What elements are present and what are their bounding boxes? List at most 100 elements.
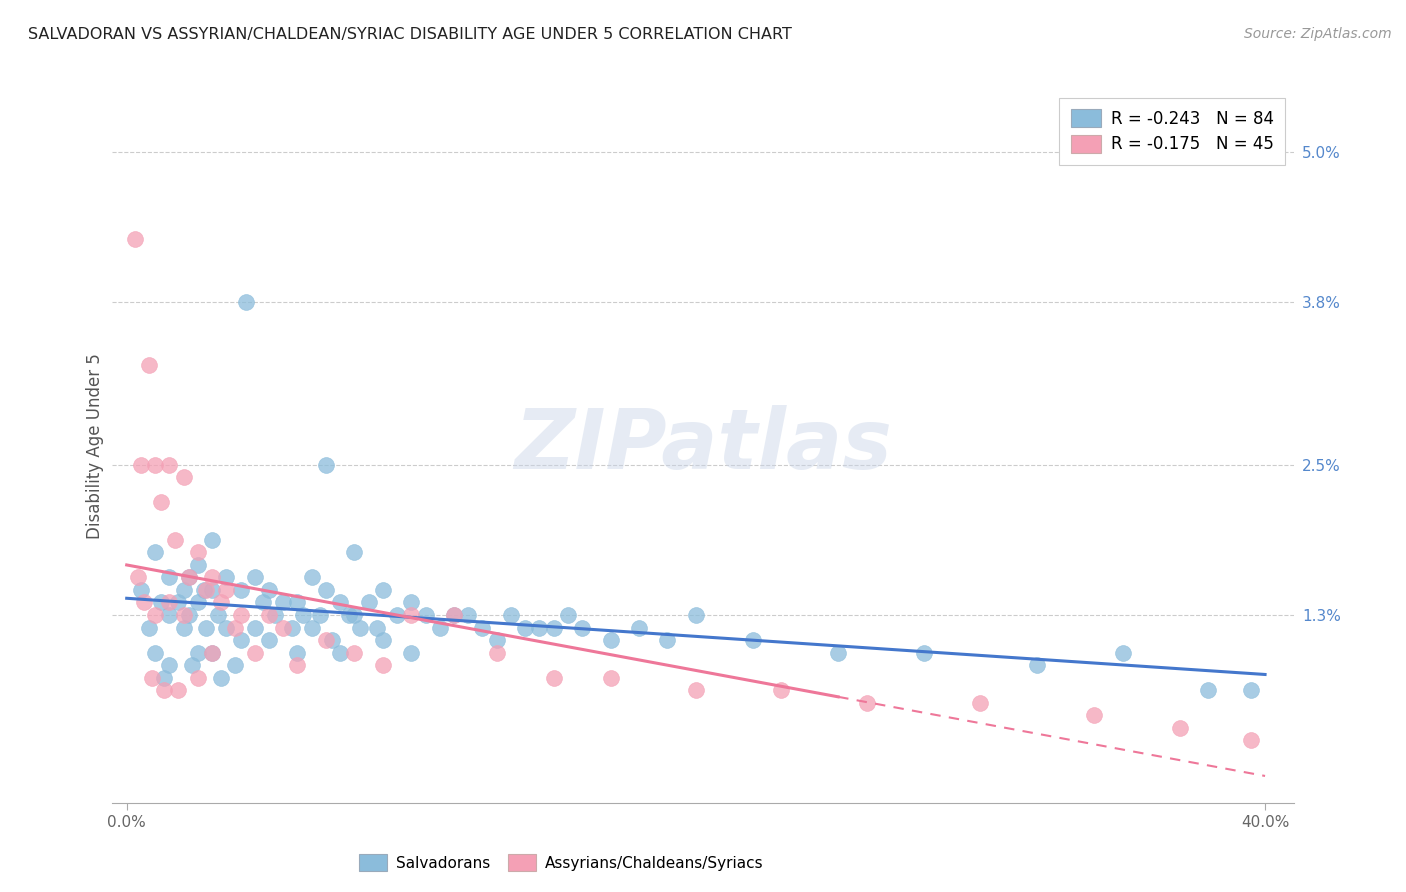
Point [301, 570, 323, 584]
Point [343, 646, 366, 660]
Point [827, 646, 849, 660]
Point [201, 570, 224, 584]
Point [271, 595, 294, 609]
Point [243, 570, 266, 584]
Text: SALVADORAN VS ASSYRIAN/CHALDEAN/SYRIAC DISABILITY AGE UNDER 5 CORRELATION CHART: SALVADORAN VS ASSYRIAN/CHALDEAN/SYRIAC D… [28, 27, 792, 42]
Point [770, 683, 793, 698]
Point [1112, 646, 1135, 660]
Y-axis label: Disability Age Under 5: Disability Age Under 5 [86, 353, 104, 539]
Point [1168, 721, 1191, 735]
Point [179, 570, 201, 584]
Point [1240, 683, 1263, 698]
Point [287, 595, 309, 609]
Point [187, 558, 209, 572]
Point [187, 646, 209, 660]
Point [315, 458, 337, 472]
Point [1197, 683, 1219, 698]
Point [209, 595, 232, 609]
Point [215, 582, 238, 597]
Legend: Salvadorans, Assyrians/Chaldeans/Syriacs: Salvadorans, Assyrians/Chaldeans/Syriacs [353, 848, 769, 877]
Point [152, 671, 174, 685]
Point [685, 607, 707, 622]
Point [157, 458, 180, 472]
Point [257, 607, 280, 622]
Point [157, 658, 180, 673]
Point [229, 633, 252, 648]
Point [141, 671, 163, 685]
Point [471, 621, 494, 635]
Point [157, 595, 180, 609]
Point [1240, 733, 1263, 747]
Point [229, 607, 252, 622]
Point [349, 621, 371, 635]
Point [149, 595, 172, 609]
Point [281, 621, 304, 635]
Point [138, 358, 160, 372]
Point [287, 646, 309, 660]
Point [143, 545, 166, 559]
Point [343, 545, 366, 559]
Point [1083, 708, 1105, 723]
Point [337, 607, 360, 622]
Point [201, 646, 224, 660]
Point [557, 607, 579, 622]
Point [543, 671, 565, 685]
Point [181, 658, 204, 673]
Point [143, 646, 166, 660]
Point [257, 582, 280, 597]
Point [124, 232, 146, 246]
Point [321, 633, 343, 648]
Point [143, 458, 166, 472]
Point [157, 570, 180, 584]
Point [129, 582, 152, 597]
Point [401, 607, 423, 622]
Point [167, 595, 190, 609]
Point [401, 595, 423, 609]
Point [173, 582, 195, 597]
Point [912, 646, 935, 660]
Point [252, 595, 274, 609]
Point [315, 582, 337, 597]
Point [443, 607, 465, 622]
Point [132, 595, 155, 609]
Point [657, 633, 679, 648]
Point [187, 545, 209, 559]
Point [187, 595, 209, 609]
Point [193, 582, 215, 597]
Point [201, 533, 224, 547]
Point [243, 646, 266, 660]
Point [329, 595, 352, 609]
Point [969, 696, 991, 710]
Point [685, 683, 707, 698]
Text: ZIPatlas: ZIPatlas [515, 406, 891, 486]
Point [741, 633, 763, 648]
Point [152, 683, 174, 698]
Point [415, 607, 437, 622]
Point [167, 683, 190, 698]
Point [385, 607, 408, 622]
Point [271, 621, 294, 635]
Point [499, 607, 522, 622]
Point [201, 646, 224, 660]
Point [138, 621, 160, 635]
Point [357, 595, 380, 609]
Point [173, 607, 195, 622]
Point [173, 621, 195, 635]
Point [343, 607, 366, 622]
Point [165, 533, 187, 547]
Point [157, 607, 180, 622]
Point [443, 607, 465, 622]
Point [371, 582, 394, 597]
Point [195, 582, 218, 597]
Point [627, 621, 650, 635]
Point [513, 621, 536, 635]
Point [401, 646, 423, 660]
Point [1026, 658, 1049, 673]
Point [485, 633, 508, 648]
Point [224, 621, 246, 635]
Point [529, 621, 551, 635]
Point [235, 295, 257, 310]
Point [215, 621, 238, 635]
Point [209, 671, 232, 685]
Point [173, 470, 195, 484]
